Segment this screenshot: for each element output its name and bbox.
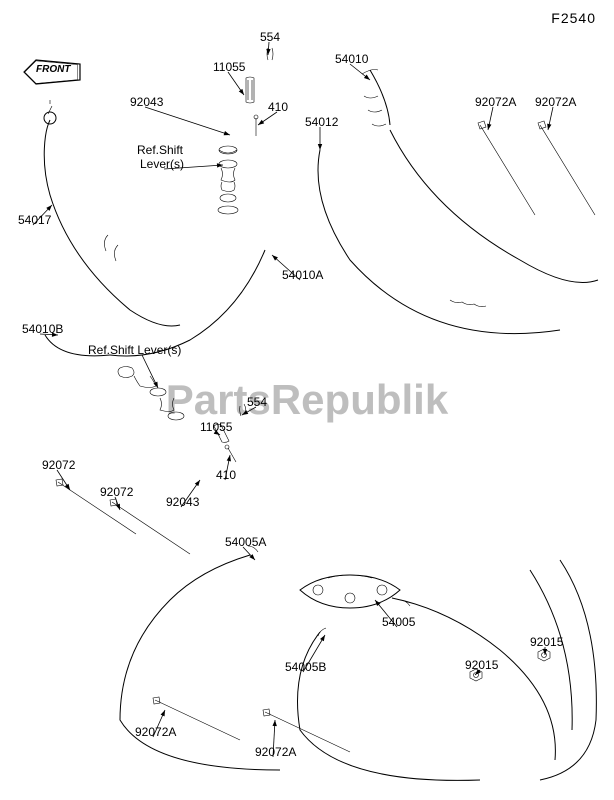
callout-410_top: 410	[268, 100, 288, 114]
callout-410_mid: 410	[216, 468, 236, 482]
callout-11055_mid: 11055	[200, 420, 232, 434]
diagram-container: F2540 FRONT PartsRepublik	[0, 0, 614, 800]
callout-92015_a: 92015	[465, 658, 498, 672]
callout-92015_b: 92015	[530, 635, 563, 649]
callout-ref2: Ref.Shift Lever(s)	[88, 343, 181, 357]
callout-92072A_br: 92072A	[255, 745, 296, 759]
callout-92043_mid: 92043	[166, 495, 199, 509]
callout-92043_top: 92043	[130, 95, 163, 109]
callout-ref1b: Lever(s)	[140, 157, 184, 171]
callout-554_mid: 554	[247, 395, 267, 409]
callout-54010: 54010	[335, 52, 368, 66]
callout-54005: 54005	[382, 615, 415, 629]
callout-554_top: 554	[260, 30, 280, 44]
callout-11055_top: 11055	[213, 60, 245, 74]
callout-54010A: 54010A	[282, 268, 323, 282]
callout-54005B: 54005B	[285, 660, 326, 674]
callout-92072A_tr1: 92072A	[475, 95, 516, 109]
callout-ref1: Ref.Shift	[137, 143, 183, 157]
callout-54012: 54012	[305, 115, 338, 129]
callout-92072_l2: 92072	[100, 485, 133, 499]
callout-92072A_bl: 92072A	[135, 725, 176, 739]
callout-54005A: 54005A	[225, 535, 266, 549]
callout-54017: 54017	[18, 213, 51, 227]
callout-92072A_tr2: 92072A	[535, 95, 576, 109]
callout-92072_l1: 92072	[42, 458, 75, 472]
callout-54010B: 54010B	[22, 322, 63, 336]
